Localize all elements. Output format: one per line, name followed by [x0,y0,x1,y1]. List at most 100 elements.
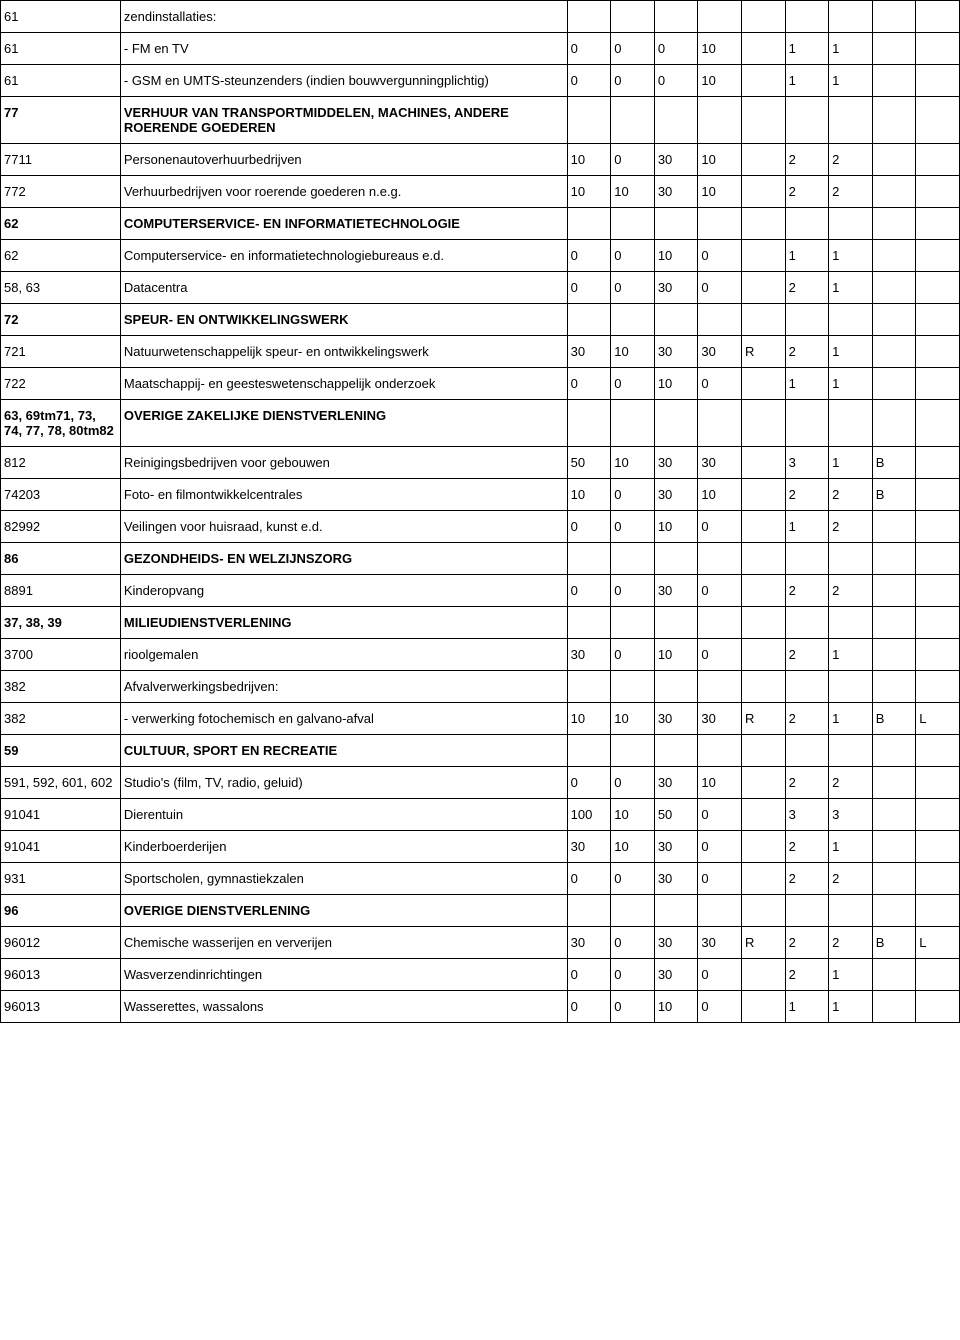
table-cell: 2 [785,575,829,607]
table-cell [654,1,698,33]
table-cell: 0 [698,799,742,831]
table-cell: 722 [1,368,121,400]
table-cell: 10 [654,368,698,400]
table-cell: 30 [654,575,698,607]
table-cell: 1 [829,336,873,368]
table-row: 82992Veilingen voor huisraad, kunst e.d.… [1,511,960,543]
table-cell: R [741,927,785,959]
table-cell [829,208,873,240]
table-cell: 0 [611,368,655,400]
table-cell [916,97,960,144]
table-cell: 30 [654,959,698,991]
table-cell [872,304,916,336]
table-cell: OVERIGE DIENSTVERLENING [120,895,567,927]
table-cell [741,176,785,208]
table-cell: 0 [567,33,611,65]
table-cell [916,543,960,575]
table-cell [611,543,655,575]
table-cell: 82992 [1,511,121,543]
table-cell: rioolgemalen [120,639,567,671]
table-cell [611,895,655,927]
table-cell [916,304,960,336]
table-cell: Dierentuin [120,799,567,831]
table-cell [611,1,655,33]
table-cell: 30 [654,863,698,895]
table-cell: 2 [785,144,829,176]
table-cell: 10 [611,799,655,831]
page: 61zendinstallaties:61- FM en TV000101161… [0,0,960,1023]
table-cell: 0 [698,959,742,991]
table-cell: L [916,927,960,959]
table-cell [872,959,916,991]
table-cell: 30 [698,703,742,735]
table-cell [611,400,655,447]
table-cell: 1 [829,991,873,1023]
table-cell [916,176,960,208]
table-cell: - FM en TV [120,33,567,65]
table-cell: Studio's (film, TV, radio, geluid) [120,767,567,799]
table-cell [698,895,742,927]
table-cell [829,735,873,767]
table-cell: 59 [1,735,121,767]
table-cell [741,479,785,511]
table-cell: Computerservice- en informatietechnologi… [120,240,567,272]
table-cell [872,65,916,97]
table-cell [741,447,785,479]
table-row: 96013Wasserettes, wassalons0010011 [1,991,960,1023]
table-cell [741,33,785,65]
table-cell: zendinstallaties: [120,1,567,33]
table-cell [916,272,960,304]
table-cell [567,97,611,144]
table-cell [567,400,611,447]
table-cell: Maatschappij- en geesteswetenschappelijk… [120,368,567,400]
table-cell: 591, 592, 601, 602 [1,767,121,799]
table-cell: 1 [829,33,873,65]
table-cell: - GSM en UMTS-steunzenders (indien bouwv… [120,65,567,97]
table-cell: SPEUR- EN ONTWIKKELINGSWERK [120,304,567,336]
table-row: 61zendinstallaties: [1,1,960,33]
table-cell: 2 [829,479,873,511]
table-cell [741,208,785,240]
table-row: 62COMPUTERSERVICE- EN INFORMATIETECHNOLO… [1,208,960,240]
table-cell [829,1,873,33]
table-cell [785,1,829,33]
table-cell [785,895,829,927]
table-cell: 0 [567,511,611,543]
table-cell: 931 [1,863,121,895]
table-cell [829,400,873,447]
table-row: 96013Wasverzendinrichtingen0030021 [1,959,960,991]
table-cell: 10 [567,176,611,208]
table-cell: 30 [654,831,698,863]
table-cell [654,304,698,336]
table-cell [872,176,916,208]
table-cell [741,144,785,176]
table-cell [654,735,698,767]
table-cell: 0 [567,575,611,607]
table-cell: 30 [654,703,698,735]
table-cell: 30 [567,927,611,959]
table-cell [741,575,785,607]
table-cell: 0 [567,272,611,304]
table-cell: Foto- en filmontwikkelcentrales [120,479,567,511]
table-cell: 1 [829,831,873,863]
table-cell [741,895,785,927]
table-cell: 10 [611,176,655,208]
table-cell [916,1,960,33]
table-cell: 30 [654,144,698,176]
table-cell: 3 [785,799,829,831]
table-cell: 30 [567,336,611,368]
table-row: 96OVERIGE DIENSTVERLENING [1,895,960,927]
table-cell: GEZONDHEIDS- EN WELZIJNSZORG [120,543,567,575]
table-cell [785,304,829,336]
table-cell: 3 [785,447,829,479]
table-cell: 0 [611,767,655,799]
table-cell: 2 [785,767,829,799]
table-cell: 1 [829,240,873,272]
table-cell [916,144,960,176]
table-cell: 10 [698,479,742,511]
table-cell [698,400,742,447]
table-cell [916,33,960,65]
table-cell: 1 [829,272,873,304]
table-cell: 0 [611,479,655,511]
table-cell: 2 [829,511,873,543]
